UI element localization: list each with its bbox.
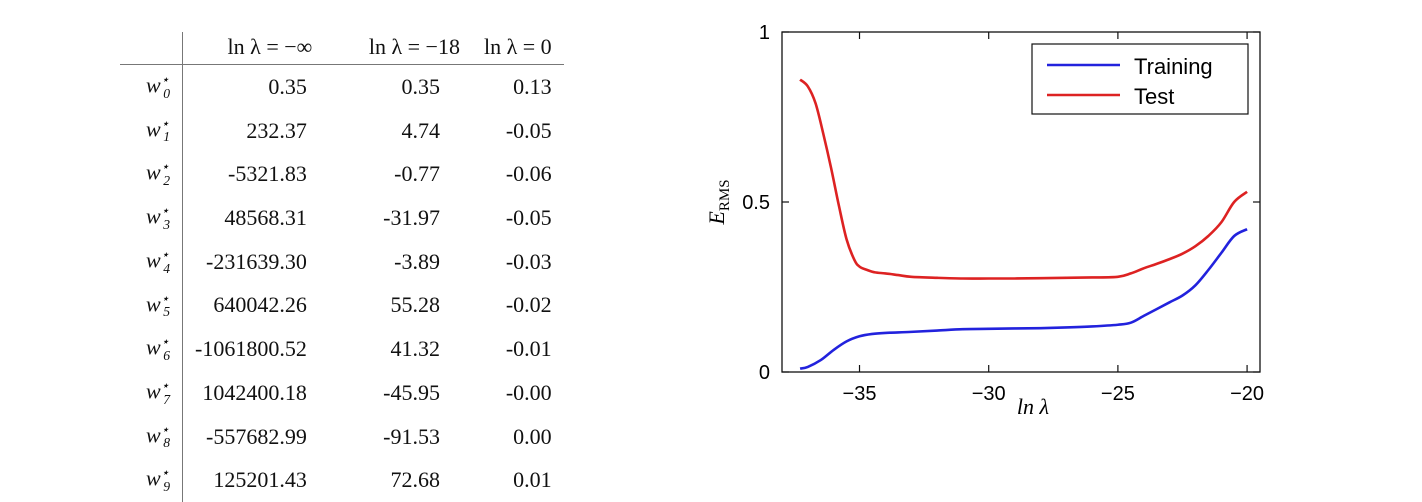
table-cell: -0.06 xyxy=(472,152,564,196)
weight-star: ⋆ xyxy=(161,203,170,218)
weight-symbol: w xyxy=(146,247,161,272)
table-cell: -0.05 xyxy=(472,109,564,153)
table-cell: -3.89 xyxy=(357,240,472,284)
table-cell: 0.13 xyxy=(472,65,564,109)
table-cell: 4.74 xyxy=(357,109,472,153)
table-cell: -0.02 xyxy=(472,284,564,328)
table-cell: -5321.83 xyxy=(183,152,357,196)
x-axis-label: ln λ xyxy=(1017,394,1049,419)
table-cell: 72.68 xyxy=(357,458,472,502)
table-cell: 1042400.18 xyxy=(183,371,357,415)
column-header: ln λ = −18 xyxy=(357,32,472,65)
table-cell: -45.95 xyxy=(357,371,472,415)
weight-symbol: w xyxy=(146,335,161,360)
legend-label-training: Training xyxy=(1134,54,1213,79)
table-cell: -0.05 xyxy=(472,196,564,240)
legend: Training Test xyxy=(1032,44,1248,114)
y-axis-label-subscript: RMS xyxy=(717,179,733,211)
table-cell: -1061800.52 xyxy=(183,327,357,371)
table-cell: -231639.30 xyxy=(183,240,357,284)
row-label: w⋆1 xyxy=(120,109,183,153)
table-cell: 640042.26 xyxy=(183,284,357,328)
y-axis-label-main: E xyxy=(704,211,729,226)
table-cell: 125201.43 xyxy=(183,458,357,502)
column-header: ln λ = 0 xyxy=(472,32,564,65)
table-cell: 48568.31 xyxy=(183,196,357,240)
weight-symbol: w xyxy=(146,422,161,447)
series-lines xyxy=(800,80,1247,369)
y-axis-label: ERMS xyxy=(704,179,733,225)
weight-index: 5 xyxy=(163,304,170,319)
weight-index: 6 xyxy=(163,348,170,363)
row-label: w⋆3 xyxy=(120,196,183,240)
table-cell: -31.97 xyxy=(357,196,472,240)
y-tick-label: 1 xyxy=(759,22,770,44)
row-label: w⋆9 xyxy=(120,458,183,502)
row-label: w⋆4 xyxy=(120,240,183,284)
weight-symbol: w xyxy=(146,160,161,185)
y-tick-label: 0 xyxy=(759,362,770,384)
table-row: w⋆4-231639.30-3.89-0.03 xyxy=(120,240,564,284)
weight-index: 4 xyxy=(163,261,170,276)
table-cell: -557682.99 xyxy=(183,415,357,459)
weight-symbol: w xyxy=(146,203,161,228)
weight-star: ⋆ xyxy=(161,378,170,393)
weight-index: 8 xyxy=(163,435,170,450)
table-row: w⋆2-5321.83-0.77-0.06 xyxy=(120,152,564,196)
weight-star: ⋆ xyxy=(161,72,170,87)
table-cell: 0.00 xyxy=(472,415,564,459)
table-cell: 0.35 xyxy=(183,65,357,109)
x-tick-label: −25 xyxy=(1101,383,1135,405)
table-cell: 0.35 xyxy=(357,65,472,109)
table-cell: 0.01 xyxy=(472,458,564,502)
x-tick-label: −20 xyxy=(1230,383,1264,405)
weight-index: 1 xyxy=(163,129,170,144)
legend-label-test: Test xyxy=(1134,84,1174,109)
weight-symbol: w xyxy=(146,116,161,141)
row-label: w⋆6 xyxy=(120,327,183,371)
row-label: w⋆0 xyxy=(120,65,183,109)
table-corner-cell xyxy=(120,32,183,65)
table-header-row: ln λ = −∞ ln λ = −18 ln λ = 0 xyxy=(120,32,564,65)
weight-index: 7 xyxy=(163,392,170,407)
weight-symbol: w xyxy=(146,466,161,491)
table-cell: -91.53 xyxy=(357,415,472,459)
weight-index: 0 xyxy=(163,86,170,101)
table-cell: 55.28 xyxy=(357,284,472,328)
rms-error-chart: −35 −30 −25 −20 0 0.5 1 ln λ ERMS Training Te… xyxy=(690,0,1422,424)
weight-index: 3 xyxy=(163,217,170,232)
weight-symbol: w xyxy=(146,72,161,97)
x-tick-label: −30 xyxy=(972,383,1006,405)
weight-symbol: w xyxy=(146,291,161,316)
table-cell: -0.00 xyxy=(472,371,564,415)
table-cell: -0.77 xyxy=(357,152,472,196)
table-cell: 232.37 xyxy=(183,109,357,153)
series-line-training xyxy=(800,229,1247,368)
weight-star: ⋆ xyxy=(161,247,170,262)
row-label: w⋆8 xyxy=(120,415,183,459)
table-cell: -0.01 xyxy=(472,327,564,371)
y-tick-label: 0.5 xyxy=(742,192,770,214)
row-label: w⋆5 xyxy=(120,284,183,328)
column-header: ln λ = −∞ xyxy=(183,32,357,65)
row-label: w⋆7 xyxy=(120,371,183,415)
table-cell: 41.32 xyxy=(357,327,472,371)
row-label: w⋆2 xyxy=(120,152,183,196)
table-cell: -0.03 xyxy=(472,240,564,284)
weight-index: 9 xyxy=(163,479,170,494)
weight-symbol: w xyxy=(146,378,161,403)
weight-index: 2 xyxy=(163,173,170,188)
x-tick-label: −35 xyxy=(843,383,877,405)
